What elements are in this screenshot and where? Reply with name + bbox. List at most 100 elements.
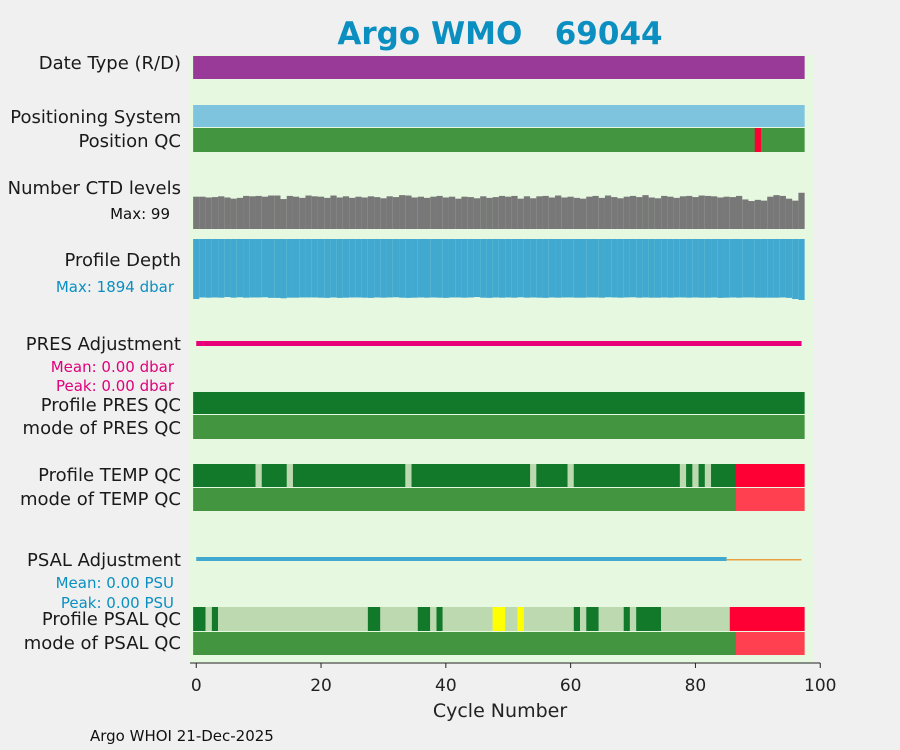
mode-psal-qc-bar <box>193 632 736 655</box>
profile-depth-bar-36 <box>417 239 424 298</box>
ctd-level-bar-32 <box>392 197 400 229</box>
ctd-level-bar-7 <box>236 197 244 229</box>
profile-psal-qc-seg-12 <box>517 607 524 631</box>
x-tick-label-100: 100 <box>804 676 836 696</box>
ctd-level-bar-91 <box>760 200 768 229</box>
ctd-level-bar-6 <box>230 198 237 229</box>
x-tick-label-40: 40 <box>435 676 457 696</box>
profile-depth-bar-7 <box>236 239 244 298</box>
profile-depth-bar-96 <box>792 239 799 300</box>
profile-depth-bar-89 <box>748 239 755 298</box>
profile-depth-bar-24 <box>342 239 350 298</box>
ctd-level-bar-73 <box>648 197 655 229</box>
ctd-level-bar-90 <box>754 199 761 229</box>
profile-depth-bar-20 <box>317 239 325 298</box>
profile-depth-bar-27 <box>361 239 368 298</box>
ctd-level-bar-37 <box>424 197 431 229</box>
profile-psal-qc-seg-1 <box>205 607 212 631</box>
profile-depth-bar-73 <box>648 239 655 298</box>
profile-depth-bar-10 <box>255 239 262 298</box>
profile-depth-bar-21 <box>324 239 331 298</box>
ctd-level-bar-0 <box>193 196 200 229</box>
profile-depth-bar-82 <box>704 239 712 298</box>
ctd-level-bar-96 <box>792 200 799 229</box>
profile-depth-bar-87 <box>736 239 743 298</box>
profile-depth-bar-17 <box>299 239 306 298</box>
profile-depth-bar-81 <box>698 239 705 298</box>
profile-psal-qc-seg-5 <box>380 607 418 631</box>
ctd-level-bar-75 <box>661 195 668 229</box>
ctd-level-bar-33 <box>399 195 406 229</box>
chart-title: Argo WMO 69044 <box>337 16 662 52</box>
ctd-level-bar-92 <box>767 196 774 229</box>
profile-depth-bar-5 <box>224 239 231 298</box>
profile-depth-bar-78 <box>679 239 687 298</box>
label-date-type: Date Type (R/D) <box>39 53 181 74</box>
ctd-level-bar-31 <box>386 196 393 229</box>
profile-depth-bar-85 <box>723 239 730 298</box>
ctd-level-bar-29 <box>374 197 381 229</box>
profile-temp-qc-light-7 <box>704 464 712 487</box>
profile-depth-bar-77 <box>673 239 680 298</box>
ctd-level-bar-4 <box>218 196 225 229</box>
ctd-level-bar-85 <box>723 196 730 229</box>
profile-depth-bar-41 <box>448 239 456 298</box>
positioning-system-bar <box>193 105 805 127</box>
ctd-level-bar-17 <box>299 197 306 229</box>
ctd-level-bar-79 <box>686 195 693 229</box>
profile-depth-bar-49 <box>498 239 506 298</box>
ctd-level-bar-41 <box>448 196 456 229</box>
profile-psal-qc-seg-17 <box>598 607 624 631</box>
profile-depth-bar-38 <box>430 239 437 298</box>
profile-depth-bar-29 <box>374 239 381 298</box>
profile-temp-qc-light-3 <box>530 464 537 487</box>
ctd-level-bar-57 <box>548 197 556 229</box>
ctd-level-bar-59 <box>561 197 568 229</box>
ctd-level-bar-68 <box>617 198 624 229</box>
profile-depth-bar-31 <box>386 239 393 298</box>
profile-depth-bar-12 <box>268 239 275 298</box>
profile-psal-qc-seg-21 <box>661 607 730 631</box>
psal-adj-mean: Mean: 0.00 PSU <box>56 574 174 592</box>
label-profile-depth: Profile Depth <box>64 250 181 271</box>
mode-temp-qc-bar <box>193 488 736 511</box>
profile-depth-bar-61 <box>573 239 580 298</box>
x-tick-label-20: 20 <box>310 676 332 696</box>
ctd-level-bar-71 <box>636 197 643 229</box>
profile-depth-bar-50 <box>505 239 512 298</box>
psal-adj-peak: Peak: 0.00 PSU <box>61 594 174 612</box>
profile-depth-bar-74 <box>654 239 662 298</box>
ctd-level-bar-78 <box>679 196 687 229</box>
profile-depth-bar-71 <box>636 239 643 298</box>
profile-temp-qc-light-6 <box>692 464 699 487</box>
profile-depth-bar-37 <box>424 239 431 298</box>
profile-psal-qc-seg-2 <box>211 607 219 631</box>
profile-depth-bar-42 <box>455 239 462 298</box>
profile-psal-qc-seg-8 <box>436 607 443 631</box>
profile-depth-bar-18 <box>305 239 312 298</box>
profile-depth-bar-68 <box>617 239 624 298</box>
ctd-level-bar-48 <box>492 197 499 229</box>
profile-psal-qc-seg-3 <box>218 607 368 631</box>
position-qc-bar <box>193 128 805 152</box>
label-mode-temp-qc: mode of TEMP QC <box>20 489 181 510</box>
profile-depth-bar-56 <box>542 239 549 298</box>
profile-depth-bar-59 <box>561 239 568 298</box>
profile-depth-bar-32 <box>392 239 400 298</box>
ctd-level-bar-8 <box>243 195 250 229</box>
profile-depth-bar-44 <box>467 239 474 298</box>
profile-depth-bar-91 <box>760 239 768 298</box>
profile-depth-bar-0 <box>193 239 200 300</box>
profile-psal-qc-seg-4 <box>367 607 381 631</box>
profile-depth-bar-48 <box>492 239 499 298</box>
profile-psal-qc-seg-16 <box>586 607 599 631</box>
ctd-level-bar-9 <box>249 196 256 229</box>
ctd-level-bar-21 <box>324 197 331 229</box>
profile-temp-qc-light-1 <box>286 464 293 487</box>
profile-depth-bar-14 <box>280 239 287 299</box>
profile-psal-qc-seg-11 <box>505 607 518 631</box>
profile-depth-bar-54 <box>530 239 537 298</box>
profile-depth-bar-43 <box>461 239 468 298</box>
ctd-level-bar-54 <box>530 198 537 229</box>
